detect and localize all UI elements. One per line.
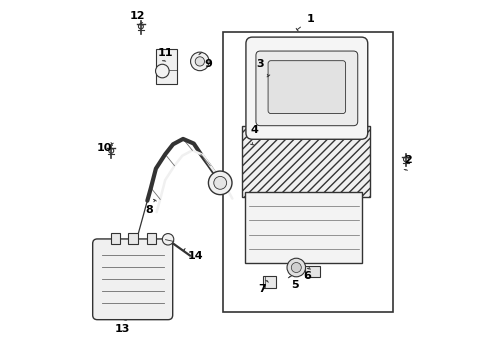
Bar [244,192,362,263]
Text: 1: 1 [306,14,314,24]
Text: 11: 11 [157,48,173,58]
Circle shape [162,234,173,245]
Bar [128,233,138,244]
Text: 9: 9 [203,59,212,69]
Circle shape [208,171,231,195]
Text: 8: 8 [144,205,152,215]
FancyBboxPatch shape [93,239,172,320]
FancyBboxPatch shape [245,37,367,139]
Text: 3: 3 [256,59,263,69]
Circle shape [213,176,226,189]
Text: 14: 14 [187,251,203,261]
Circle shape [195,57,204,66]
Bar [110,233,120,244]
Text: 13: 13 [114,324,129,334]
Circle shape [291,262,301,273]
Text: 6: 6 [303,271,310,282]
Text: 7: 7 [257,284,265,294]
Circle shape [155,64,169,78]
Bar [263,276,275,288]
Bar [241,126,369,197]
Text: 4: 4 [250,125,258,135]
Bar [304,266,319,277]
Text: 12: 12 [129,12,145,21]
FancyBboxPatch shape [255,51,357,126]
Text: 2: 2 [404,156,411,165]
Text: 10: 10 [97,143,112,153]
Bar [156,49,176,84]
Circle shape [190,52,209,71]
Text: 5: 5 [290,280,298,291]
Bar [147,233,156,244]
Circle shape [286,258,305,277]
FancyBboxPatch shape [267,61,345,113]
Bar [223,32,392,312]
